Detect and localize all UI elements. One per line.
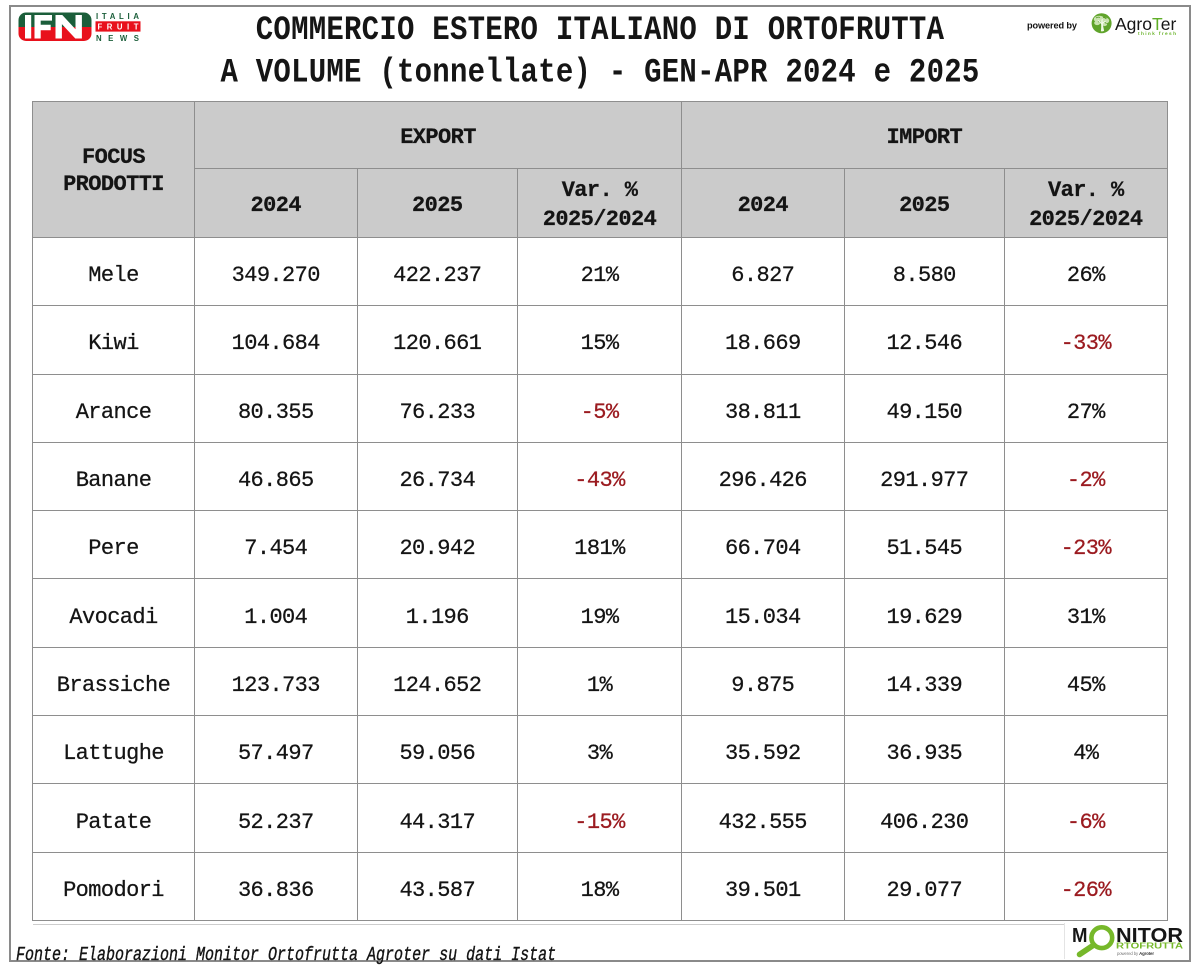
svg-text:RTOFRUTTA: RTOFRUTTA xyxy=(1116,942,1183,951)
svg-text:FRUIT: FRUIT xyxy=(98,22,139,31)
svg-text:AgroTer: AgroTer xyxy=(1115,14,1176,34)
svg-text:powered by Agroter: powered by Agroter xyxy=(1117,951,1154,956)
svg-text:think fresh: think fresh xyxy=(1138,31,1176,37)
svg-text:powered by: powered by xyxy=(1027,21,1078,31)
svg-text:M: M xyxy=(1072,925,1088,947)
svg-text:NITOR: NITOR xyxy=(1116,925,1184,947)
